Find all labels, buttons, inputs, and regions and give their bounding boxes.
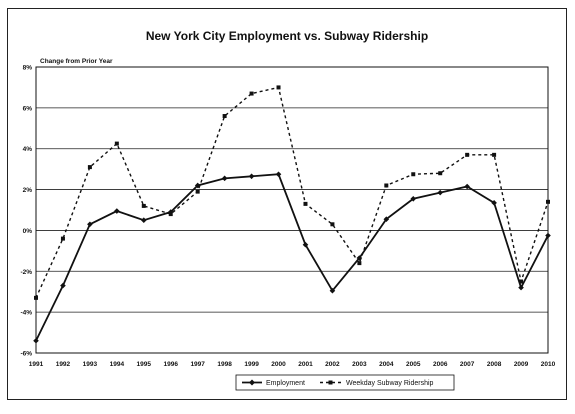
data-point-employment [140,217,147,224]
data-point-weekday-subway-ridership [168,212,173,217]
data-point-employment [545,232,551,239]
series-line-employment [35,173,549,342]
chart-frame: New York City Employment vs. Subway Ride… [7,8,567,400]
data-point-employment [33,337,39,344]
data-point-employment [275,171,282,178]
data-point-weekday-subway-ridership [249,91,254,96]
data-point-weekday-subway-ridership [438,171,443,176]
data-point-employment [356,255,363,261]
chart-title: New York City Employment vs. Subway Ride… [146,29,428,43]
data-point-weekday-subway-ridership [303,201,308,206]
data-point-weekday-subway-ridership [492,152,497,157]
legend-item-ridership: Weekday Subway Ridership [320,380,434,387]
x-tick-labels: 1991 1992 1993 1994 1995 1996 1997 1998 1999 2000… [29,361,556,368]
data-point-weekday-subway-ridership [411,172,416,177]
x-tick-label: 1992 [56,361,71,368]
data-point-weekday-subway-ridership [195,189,200,194]
data-point-weekday-subway-ridership [330,222,335,227]
y-tick-label: -4% [20,310,32,317]
x-tick-label: 2005 [406,361,421,368]
y-tick-labels: 8% 6% 4% 2% 0% -2% -4% -6% [20,65,32,358]
legend-label-employment: Employment [266,380,305,387]
y-tick-label: 0% [23,228,33,235]
y-tick-label: 6% [23,105,33,112]
data-point-weekday-subway-ridership [384,183,389,188]
data-point-employment [221,175,228,182]
data-point-weekday-subway-ridership [87,165,92,170]
x-tick-label: 1998 [217,361,232,368]
x-tick-label: 2006 [433,361,448,368]
data-point-employment [518,284,524,291]
chart-svg: New York City Employment vs. Subway Ride… [20,29,556,391]
x-tick-label: 1994 [110,361,125,368]
x-tick-label: 1991 [29,361,44,368]
x-tick-label: 1993 [83,361,98,368]
x-tick-label: 2000 [271,361,286,368]
y-tick-label: 8% [23,65,33,72]
data-point-employment [87,221,93,228]
x-tick-label: 1997 [190,361,205,368]
data-point-weekday-subway-ridership [60,236,65,241]
legend-label-ridership: Weekday Subway Ridership [346,380,434,387]
legend-marker-ridership [328,380,333,385]
data-point-weekday-subway-ridership [546,199,550,204]
x-tick-label: 1995 [137,361,152,368]
data-point-employment [437,189,444,196]
y-tick-label: 4% [23,146,33,153]
grid-lines [36,66,548,354]
data-point-employment [464,183,470,190]
legend-item-employment: Employment [242,379,305,387]
series-layer [33,85,551,344]
data-point-weekday-subway-ridership [114,141,119,146]
legend-box [235,374,455,391]
x-tick-label: 2010 [541,361,556,368]
x-tick-label: 2003 [352,361,367,368]
data-point-employment [383,216,390,222]
data-point-employment [410,195,417,202]
x-tick-label: 2007 [460,361,475,368]
x-tick-label: 2008 [487,361,502,368]
data-point-weekday-subway-ridership [141,203,146,208]
data-point-employment [302,241,309,248]
data-point-weekday-subway-ridership [276,85,281,90]
data-point-weekday-subway-ridership [519,279,524,284]
y-tick-label: -6% [20,351,32,358]
data-point-weekday-subway-ridership [34,295,38,300]
data-point-weekday-subway-ridership [357,261,362,266]
series-line-weekday-subway-ridership [35,86,549,299]
legend: Employment Weekday Subway Ridership [235,374,455,391]
legend-marker-employment [249,379,255,386]
series-employment [33,171,551,344]
data-point-employment [491,200,497,206]
x-tick-label: 1999 [244,361,259,368]
y-axis-label: Change from Prior Year [40,58,113,65]
x-tick-label: 2009 [514,361,529,368]
series-weekday-subway-ridership [34,85,550,300]
data-point-employment [114,208,120,214]
data-point-weekday-subway-ridership [465,152,470,157]
y-tick-label: -2% [20,269,32,276]
y-tick-label: 2% [23,187,33,194]
x-tick-label: 1996 [164,361,179,368]
data-point-employment [329,287,336,294]
plot-border [35,66,549,354]
data-point-employment [60,282,66,289]
x-tick-label: 2004 [379,361,394,368]
data-point-weekday-subway-ridership [222,114,227,119]
data-point-employment [248,173,255,180]
x-tick-label: 2001 [298,361,313,368]
x-tick-label: 2002 [325,361,340,368]
